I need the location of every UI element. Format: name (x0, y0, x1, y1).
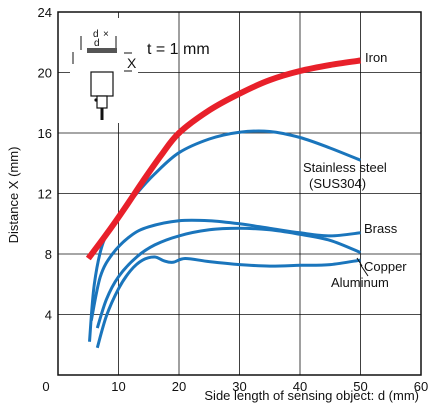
x-tick-label: 50 (353, 379, 367, 394)
label-sus304: (SUS304) (309, 176, 366, 191)
x-axis-label: Side length of sensing object: d (mm) (204, 388, 419, 403)
inset-sensor-neck (96, 95, 108, 109)
y-tick-label: 4 (45, 308, 52, 323)
sensor-inset-diagram: d × d X (70, 18, 138, 123)
annotation-thickness: t = 1 mm (147, 41, 210, 58)
series-line-copper (95, 226, 362, 329)
y-axis-label: Distance X (mm) (6, 147, 21, 244)
y-tick-label: 20 (38, 66, 52, 81)
x-tick-label: 30 (232, 379, 246, 394)
series-line-brass (89, 218, 361, 321)
label-copper: Copper (364, 259, 407, 274)
inset-cross: × (103, 29, 109, 40)
inset-x-label: X (127, 55, 137, 71)
series-line-aluminum (95, 255, 361, 349)
label-aluminum: Aluminum (331, 275, 389, 290)
y-tick-label: 16 (38, 126, 52, 141)
x-tick-label: 10 (111, 379, 125, 394)
x-tick-label: 40 (293, 379, 307, 394)
y-tick-label: 24 (38, 5, 52, 20)
inset-led (94, 98, 98, 102)
leader-aluminum (359, 263, 369, 277)
x-tick-label: 60 (414, 379, 428, 394)
x-tick-label: 0 (42, 379, 49, 394)
series-lines (85, 57, 362, 349)
inset-sensor-head (90, 71, 114, 97)
y-tick-label: 12 (38, 187, 52, 202)
inset-target-plate (87, 48, 117, 53)
inset-d-top: d (93, 29, 99, 40)
x-tick-label: 20 (172, 379, 186, 394)
inset-d-mid: d (94, 38, 100, 49)
leader-copper (356, 257, 363, 267)
label-stainless-steel: Stainless steel (303, 160, 387, 175)
y-tick-label: 8 (45, 247, 52, 262)
label-brass: Brass (364, 221, 398, 236)
series-line-iron (85, 57, 361, 261)
label-iron: Iron (365, 50, 387, 65)
ticks: 0 10 20 30 40 50 60 4 8 12 16 20 24 (38, 5, 429, 394)
